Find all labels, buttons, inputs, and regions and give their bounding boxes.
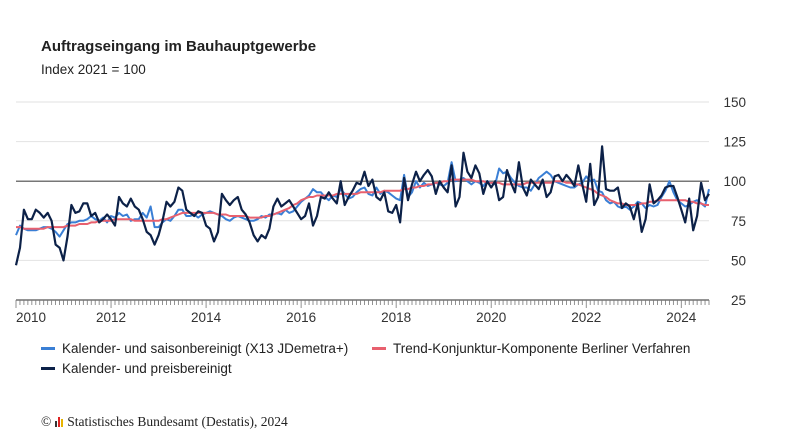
y-tick-label: 150 xyxy=(723,95,746,110)
legend-swatch xyxy=(41,347,55,350)
x-tick-label: 2020 xyxy=(476,310,506,325)
y-tick-label: 100 xyxy=(723,174,746,189)
copyright-symbol: © xyxy=(41,414,52,429)
source-text: Statistisches Bundesamt (Destatis), 2024 xyxy=(67,414,288,429)
legend-item-seasonally-adjusted: Kalender- und saisonbereinigt (X13 JDeme… xyxy=(41,341,348,356)
x-tick-label: 2022 xyxy=(571,310,601,325)
x-tick-label: 2014 xyxy=(191,310,222,325)
destatis-logo-icon xyxy=(55,417,64,427)
x-tick-label: 2010 xyxy=(16,310,46,325)
x-tick-label: 2012 xyxy=(96,310,126,325)
y-tick-label: 25 xyxy=(731,293,746,308)
legend-label: Trend-Konjunktur-Komponente Berliner Ver… xyxy=(393,341,691,356)
legend-swatch xyxy=(41,367,55,370)
series-line-price-adjusted xyxy=(14,145,710,266)
source-footer: © Statistisches Bundesamt (Destatis), 20… xyxy=(41,414,288,430)
legend-swatch xyxy=(372,347,386,350)
x-tick-label: 2024 xyxy=(666,310,697,325)
legend-label: Kalender- und preisbereinigt xyxy=(62,361,232,376)
y-tick-label: 50 xyxy=(731,253,746,268)
y-tick-label: 75 xyxy=(731,214,746,229)
legend-item-trend: Trend-Konjunktur-Komponente Berliner Ver… xyxy=(372,341,690,356)
x-tick-label: 2018 xyxy=(381,310,411,325)
y-tick-label: 125 xyxy=(723,135,746,150)
legend-item-price-adjusted: Kalender- und preisbereinigt xyxy=(41,361,232,376)
legend-label: Kalender- und saisonbereinigt (X13 JDeme… xyxy=(62,341,349,356)
chart-subtitle: Index 2021 = 100 xyxy=(41,62,146,77)
chart-title: Auftragseingang im Bauhauptgewerbe xyxy=(41,38,317,55)
x-tick-label: 2016 xyxy=(286,310,316,325)
